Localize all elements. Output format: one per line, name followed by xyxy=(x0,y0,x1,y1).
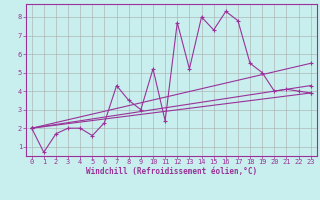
X-axis label: Windchill (Refroidissement éolien,°C): Windchill (Refroidissement éolien,°C) xyxy=(86,167,257,176)
